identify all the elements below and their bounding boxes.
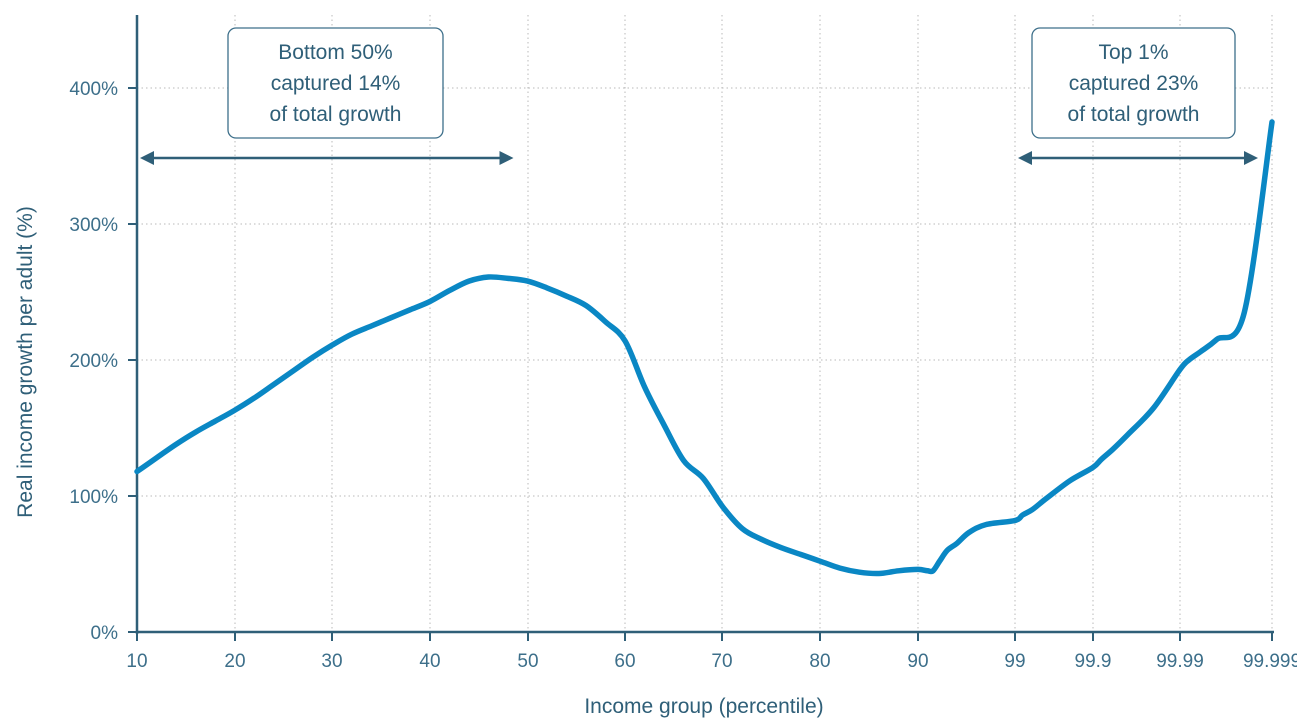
annotation-line: Top 1% <box>1098 41 1168 64</box>
y-tick-label: 0% <box>91 623 119 644</box>
annotation: Bottom 50% captured 14% of total growth <box>140 27 514 165</box>
y-tick-label: 200% <box>69 351 118 372</box>
annotation: Top 1% captured 23% of total growth <box>1018 27 1258 165</box>
x-tick-label: 30 <box>321 651 342 672</box>
y-tick-label: 100% <box>69 487 118 508</box>
ticks: 0% 100% 200% 300% 400% 10 20 30 40 50 60 70 80 90 99 99… <box>69 79 1297 672</box>
x-tick-label: 99.999 <box>1243 651 1297 672</box>
series <box>134 119 1275 577</box>
y-axis-title: Real income growth per adult (%) <box>14 206 37 518</box>
x-tick-label: 10 <box>126 651 147 672</box>
annotation-box <box>1031 27 1236 139</box>
x-tick-label: 99.99 <box>1156 651 1204 672</box>
annotations: Bottom 50%captured 14%of total growthTop… <box>140 27 1258 165</box>
x-tick-label: 90 <box>907 651 928 672</box>
arrow-head-right <box>1244 151 1258 165</box>
x-tick-label: 70 <box>711 651 732 672</box>
annotation-line: captured 23% <box>1069 72 1199 95</box>
annotation-line: captured 14% <box>271 72 401 95</box>
y-tick-label: 400% <box>69 79 118 100</box>
arrow-head-left <box>140 151 154 165</box>
y-tick-label: 300% <box>69 215 118 236</box>
annotation-box <box>227 27 444 139</box>
growth-series-line <box>134 119 1275 577</box>
annotation-line: of total growth <box>1068 103 1200 126</box>
x-axis-title: Income group (percentile) <box>584 695 823 718</box>
x-tick-label: 99.9 <box>1075 651 1112 672</box>
x-tick-label: 20 <box>224 651 245 672</box>
x-tick-label: 50 <box>517 651 538 672</box>
annotation-line: of total growth <box>270 103 402 126</box>
x-tick-label: 40 <box>419 651 440 672</box>
x-tick-label: 99 <box>1004 651 1025 672</box>
x-tick-label: 80 <box>809 651 830 672</box>
x-tick-label: 60 <box>614 651 635 672</box>
arrow-head-right <box>499 151 514 165</box>
annotation-line: Bottom 50% <box>278 41 392 64</box>
arrow-head-left <box>1018 151 1032 165</box>
